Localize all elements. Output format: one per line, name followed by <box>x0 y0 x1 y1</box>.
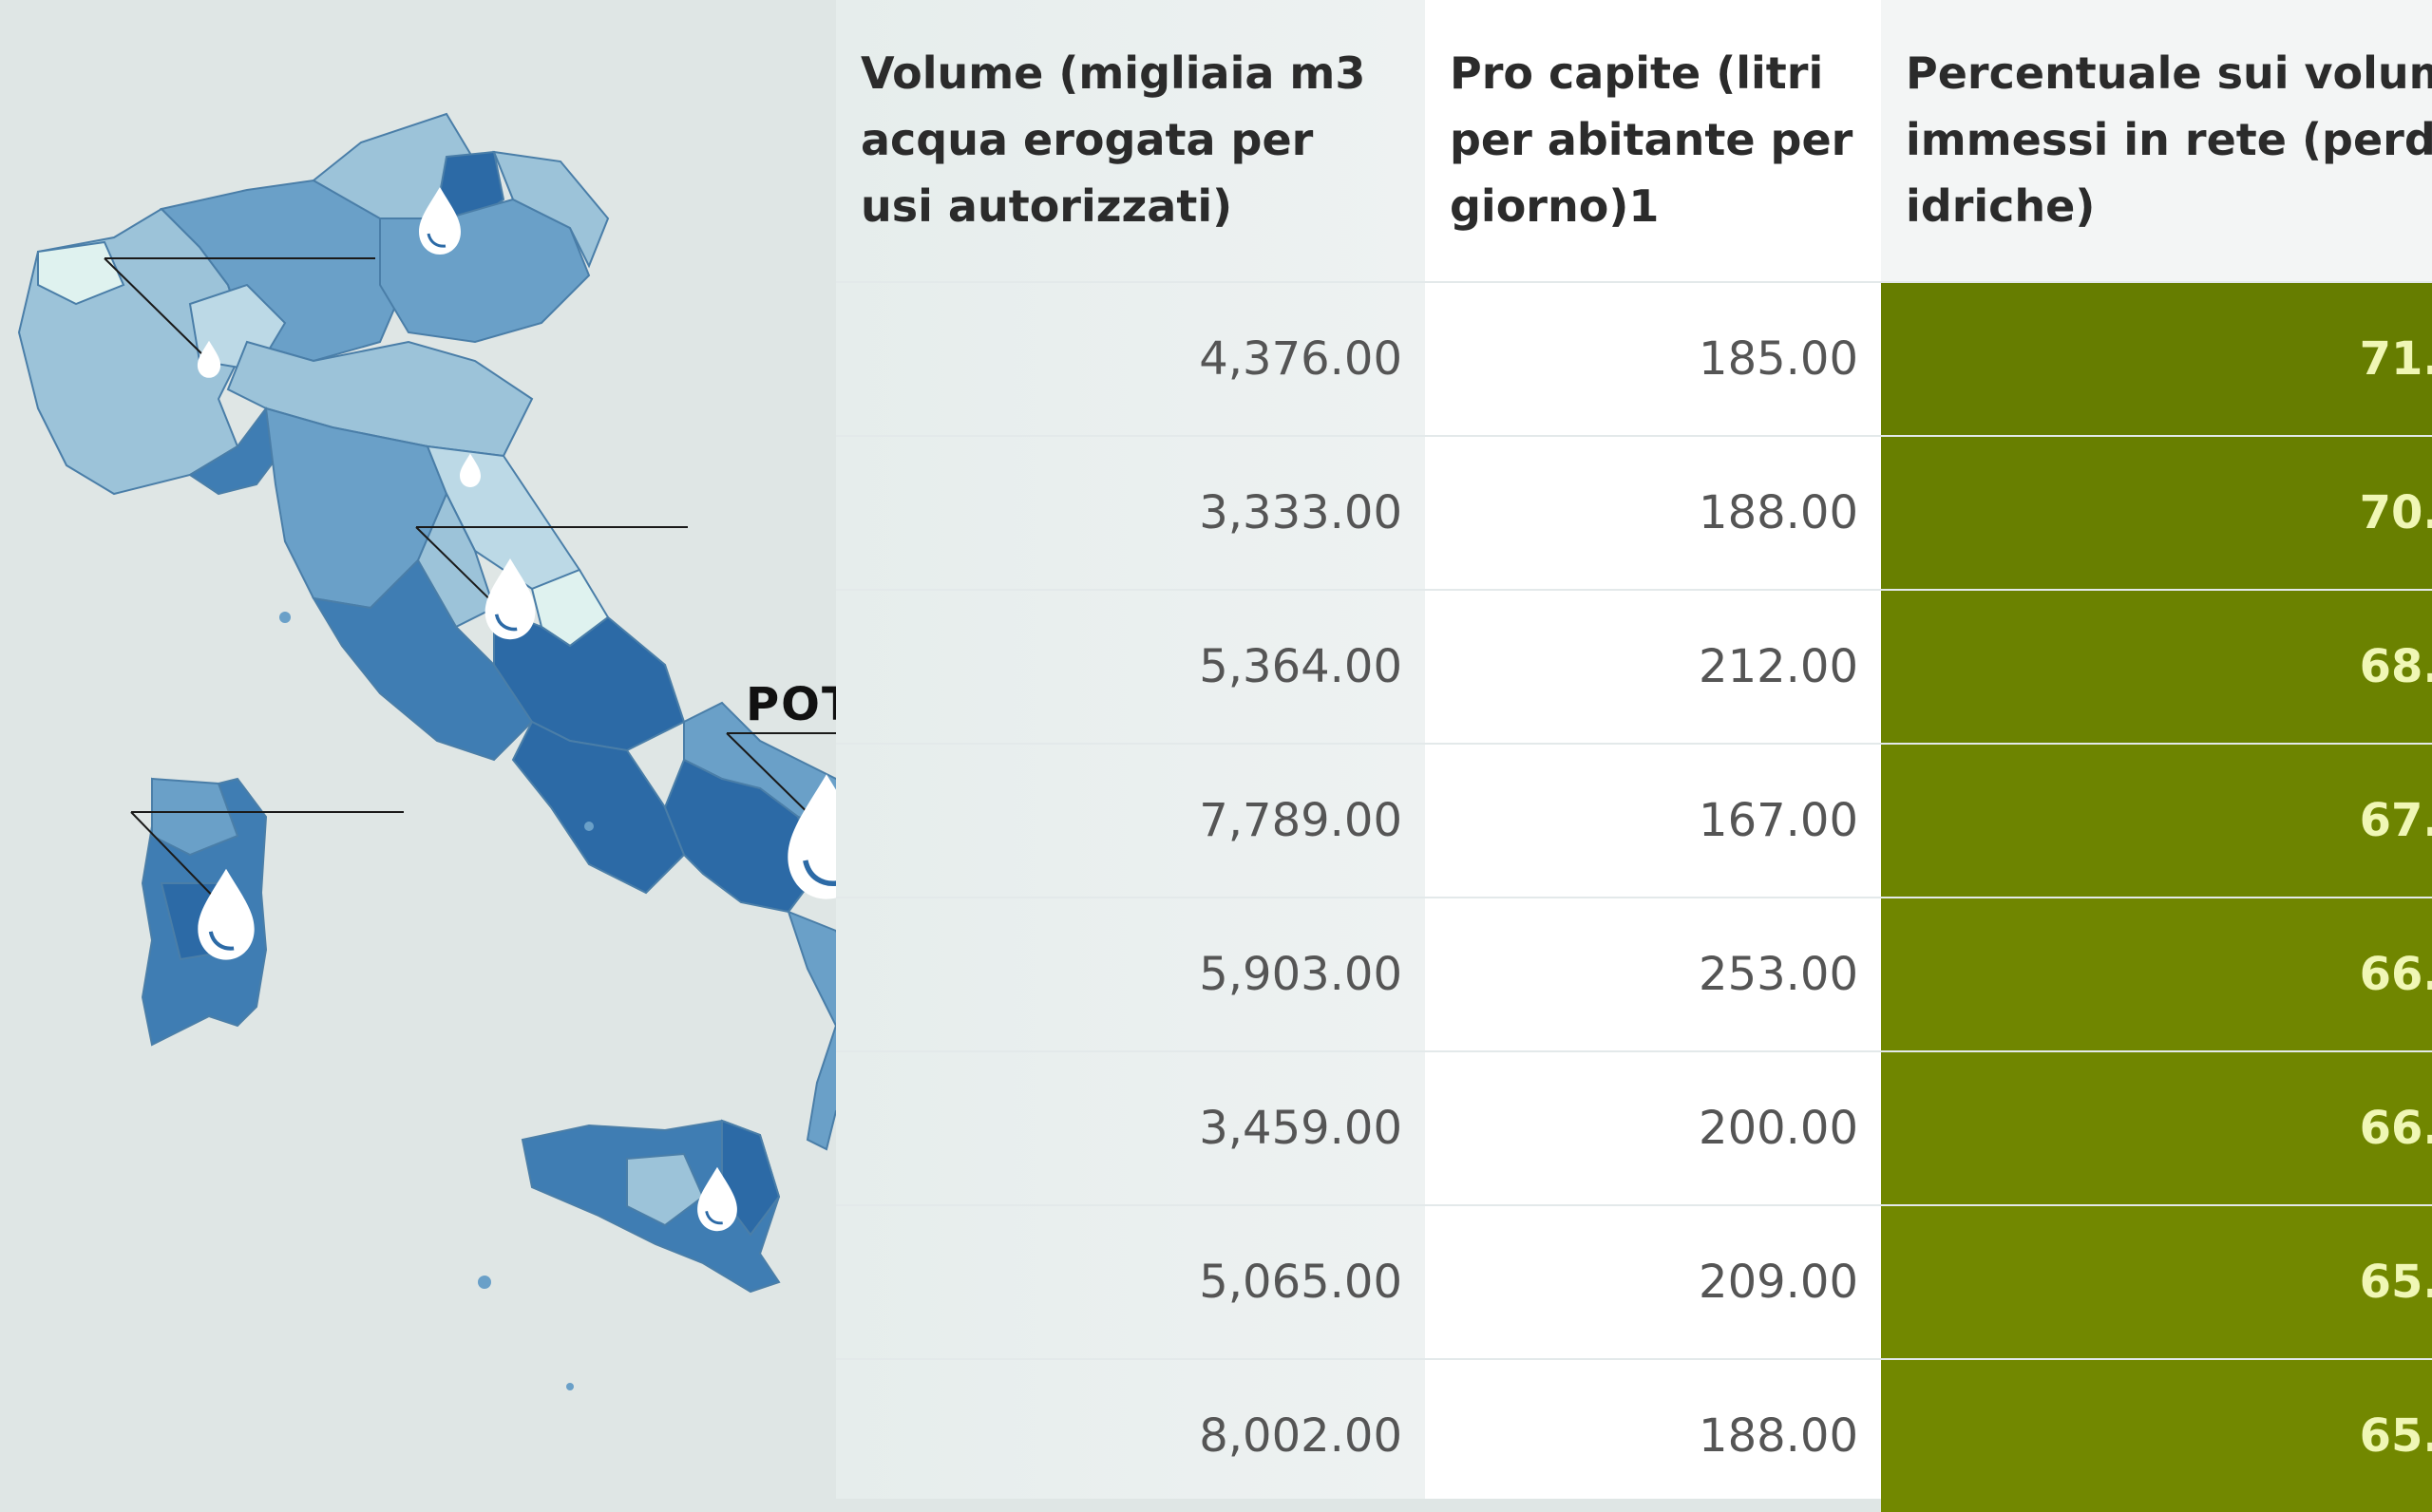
table-row[interactable]: 5,364.00 212.00 68.9 <box>836 589 2432 743</box>
cell-percentuale: 67.7 <box>1881 745 2432 897</box>
cell-percentuale-value: 70.4 <box>2359 486 2432 539</box>
cell-pro-capite: 167.00 <box>1699 794 1858 847</box>
water-drop-icon <box>484 558 536 640</box>
region-campania <box>511 720 686 895</box>
cell-pro-capite: 200.00 <box>1699 1102 1858 1155</box>
water-drop-icon <box>460 453 481 487</box>
island-lampedusa <box>566 1383 574 1390</box>
cell-volume: 5,065.00 <box>1199 1256 1402 1309</box>
region-sardinia-north <box>151 777 239 857</box>
table-row[interactable]: 3,459.00 200.00 66.4 <box>836 1050 2432 1204</box>
table-row[interactable]: 8,002.00 188.00 65.2 <box>836 1358 2432 1512</box>
cell-percentuale-value: 68.9 <box>2359 640 2432 693</box>
cell-pro-capite: 188.00 <box>1699 1409 1858 1463</box>
cell-volume: 5,903.00 <box>1199 948 1402 1001</box>
region-sicily-central <box>626 1152 705 1227</box>
column-pro-capite <box>1425 0 1881 1499</box>
cell-percentuale: 68.9 <box>1881 591 2432 743</box>
header-volume[interactable]: Volume (migliaia m3 acqua erogata per us… <box>861 47 1366 232</box>
cell-percentuale-value: 66.4 <box>2359 1102 2432 1155</box>
cell-pro-capite: 253.00 <box>1699 948 1858 1001</box>
table-row[interactable]: 7,789.00 167.00 67.7 <box>836 743 2432 897</box>
cell-percentuale: 65.2 <box>1881 1360 2432 1512</box>
region-valdaosta <box>37 240 125 306</box>
water-drop-icon <box>198 868 255 960</box>
cell-percentuale: 70.4 <box>1881 437 2432 589</box>
cell-pro-capite: 185.00 <box>1699 332 1858 386</box>
cell-percentuale-value: 65.3 <box>2359 1256 2432 1309</box>
cell-percentuale-value: 71.0 <box>2359 332 2432 386</box>
cell-pro-capite: 188.00 <box>1699 486 1858 539</box>
region-friuli <box>492 150 610 269</box>
cell-percentuale-value: 65.2 <box>2359 1409 2432 1463</box>
cell-pro-capite: 212.00 <box>1699 640 1858 693</box>
header-pro-capite[interactable]: Pro capite (litri per abitante per giorn… <box>1450 47 1853 232</box>
data-table: Volume (migliaia m3 acqua erogata per us… <box>836 0 2432 1512</box>
table-row[interactable]: 5,903.00 253.00 66.5 <box>836 897 2432 1050</box>
water-drop-icon <box>419 187 461 255</box>
island-capri <box>584 822 594 831</box>
table-row[interactable]: 4,376.00 185.00 71.0 <box>836 281 2432 435</box>
water-drop-icon <box>697 1166 737 1232</box>
column-volume <box>836 0 1425 1499</box>
cell-volume: 8,002.00 <box>1199 1409 1402 1463</box>
cell-percentuale: 66.4 <box>1881 1052 2432 1204</box>
region-lombardy <box>160 179 410 363</box>
cell-pro-capite: 209.00 <box>1699 1256 1858 1309</box>
cell-volume: 5,364.00 <box>1199 640 1402 693</box>
water-drop-icon <box>197 340 221 378</box>
cell-volume: 4,376.00 <box>1199 332 1402 386</box>
cell-volume: 3,459.00 <box>1199 1102 1402 1155</box>
cell-percentuale-value: 67.7 <box>2359 794 2432 847</box>
table-row[interactable]: 5,065.00 209.00 65.3 <box>836 1204 2432 1358</box>
cell-percentuale: 65.3 <box>1881 1206 2432 1358</box>
cell-volume: 7,789.00 <box>1199 794 1402 847</box>
island-elba <box>279 612 291 623</box>
table-row[interactable]: 3,333.00 188.00 70.4 <box>836 435 2432 589</box>
island-pantelleria <box>478 1276 491 1289</box>
cell-percentuale: 66.5 <box>1881 898 2432 1050</box>
cell-percentuale-value: 66.5 <box>2359 948 2432 1001</box>
cell-percentuale: 71.0 <box>1881 283 2432 435</box>
cell-volume: 3,333.00 <box>1199 486 1402 539</box>
